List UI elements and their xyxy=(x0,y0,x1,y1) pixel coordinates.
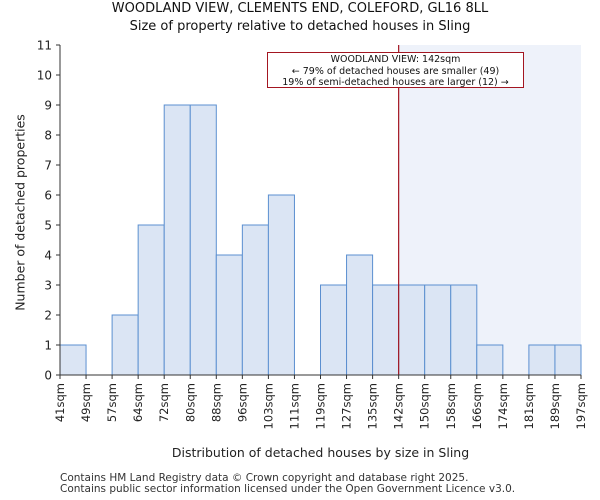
y-tick-label-10: 10 xyxy=(37,69,52,83)
bar-72sqm xyxy=(163,104,191,376)
bar-96sqm xyxy=(241,224,269,376)
footer-line-2: Contains public sector information licen… xyxy=(60,483,516,495)
bar-135sqm xyxy=(372,284,400,376)
chart-subtitle: Size of property relative to detached ho… xyxy=(129,19,471,34)
x-tick-label-80sqm: 80sqm xyxy=(183,383,197,422)
bar-127sqm xyxy=(346,254,374,376)
x-tick-label-72sqm: 72sqm xyxy=(157,383,171,422)
bar-80sqm xyxy=(189,104,217,376)
bar-41sqm xyxy=(59,344,87,376)
y-tick-label-3: 3 xyxy=(44,279,52,293)
x-tick-label-166sqm: 166sqm xyxy=(470,383,484,429)
bar-88sqm xyxy=(215,254,243,376)
y-tick-label-11: 11 xyxy=(37,39,52,53)
x-tick-label-64sqm: 64sqm xyxy=(131,383,145,422)
bar-103sqm xyxy=(267,194,295,376)
y-tick-label-9: 9 xyxy=(44,99,52,113)
y-tick-label-8: 8 xyxy=(44,129,52,143)
y-tick-label-0: 0 xyxy=(44,369,52,383)
property-annotation-box: WOODLAND VIEW: 142sqm ← 79% of detached … xyxy=(267,52,524,88)
x-tick-label-57sqm: 57sqm xyxy=(105,383,119,422)
x-tick-label-41sqm: 41sqm xyxy=(53,383,67,422)
bar-158sqm xyxy=(450,284,478,376)
chart-title: WOODLAND VIEW, CLEMENTS END, COLEFORD, G… xyxy=(111,1,489,16)
x-tick-label-135sqm: 135sqm xyxy=(366,383,380,429)
x-tick-label-150sqm: 150sqm xyxy=(418,383,432,429)
y-axis-label: Number of detached properties xyxy=(12,114,28,311)
y-tick-label-2: 2 xyxy=(44,309,52,323)
x-tick-label-174sqm: 174sqm xyxy=(496,383,510,429)
annotation-line-3: 19% of semi-detached houses are larger (… xyxy=(282,77,509,88)
x-tick-label-197sqm: 197sqm xyxy=(574,383,588,429)
bar-119sqm xyxy=(320,284,348,376)
x-tick-label-96sqm: 96sqm xyxy=(235,383,249,422)
bar-189sqm xyxy=(554,344,582,376)
bar-150sqm xyxy=(424,284,452,376)
y-tick-label-7: 7 xyxy=(44,159,52,173)
bar-64sqm xyxy=(137,224,165,376)
y-tick-label-5: 5 xyxy=(44,219,52,233)
y-tick-label-6: 6 xyxy=(44,189,52,203)
x-tick-label-119sqm: 119sqm xyxy=(314,383,328,429)
bar-166sqm xyxy=(476,344,504,376)
x-tick-label-49sqm: 49sqm xyxy=(79,383,93,422)
x-tick-label-181sqm: 181sqm xyxy=(522,383,536,429)
annotation-line-2: ← 79% of detached houses are smaller (49… xyxy=(291,65,500,77)
x-tick-label-158sqm: 158sqm xyxy=(444,383,458,429)
x-tick-label-103sqm: 103sqm xyxy=(261,383,275,429)
x-tick-label-189sqm: 189sqm xyxy=(548,383,562,429)
footer-line-1: Contains HM Land Registry data © Crown c… xyxy=(60,472,469,484)
bar-181sqm xyxy=(528,344,556,376)
y-tick-label-1: 1 xyxy=(44,339,52,353)
y-tick-label-4: 4 xyxy=(44,249,52,263)
x-tick-label-142sqm: 142sqm xyxy=(392,383,406,429)
bar-142sqm xyxy=(398,284,426,376)
bar-57sqm xyxy=(111,314,139,376)
annotation-line-1: WOODLAND VIEW: 142sqm xyxy=(330,54,461,65)
x-tick-label-88sqm: 88sqm xyxy=(209,383,223,422)
x-tick-label-111sqm: 111sqm xyxy=(287,383,301,429)
x-axis-label: Distribution of detached houses by size … xyxy=(171,445,470,460)
x-tick-label-127sqm: 127sqm xyxy=(340,383,354,429)
